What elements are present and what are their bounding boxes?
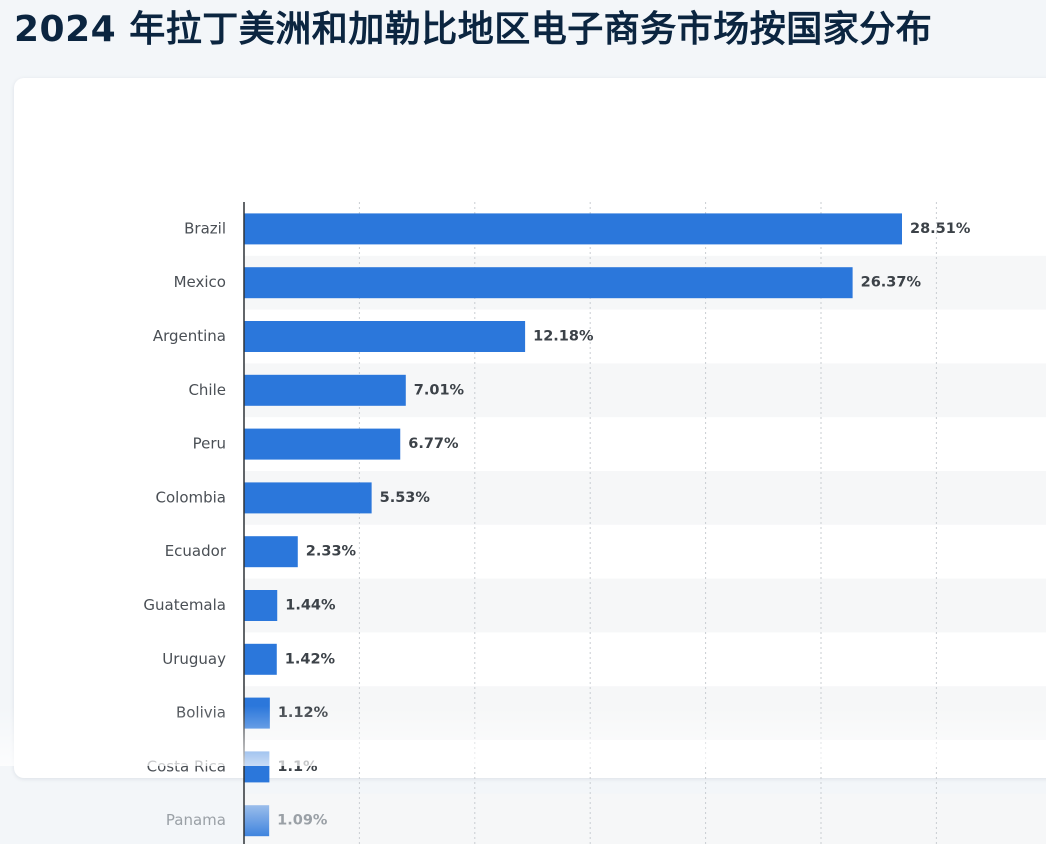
- value-label: 6.77%: [408, 436, 459, 452]
- value-label: 2.33%: [306, 544, 357, 560]
- bar-chart: Brazil Mexico Argentina Chile Peru Colombia Ec…: [143, 202, 1046, 844]
- page-title: 2024 年拉丁美洲和加勒比地区电子商务市场按国家分布: [14, 9, 933, 50]
- row-band: [244, 578, 1046, 633]
- bar-guatemala[interactable]: [244, 590, 278, 621]
- value-label: 12.18%: [533, 329, 594, 345]
- row-band: [244, 471, 1046, 525]
- value-label: 28.51%: [910, 221, 971, 237]
- value-label: 1.1%: [277, 759, 318, 775]
- category-label: Chile: [188, 381, 226, 399]
- category-label: Panama: [166, 811, 226, 829]
- bar-brazil[interactable]: [244, 213, 902, 245]
- value-label: 1.09%: [277, 813, 328, 829]
- category-label: Ecuador: [165, 542, 227, 560]
- bar-costa-rica[interactable]: [244, 751, 270, 783]
- category-label: Argentina: [153, 327, 226, 345]
- category-labels: Brazil Mexico Argentina Chile Peru Colombia Ec…: [143, 219, 226, 829]
- row-band: [244, 686, 1046, 740]
- value-label: 26.37%: [861, 275, 922, 291]
- category-label: Uruguay: [162, 650, 226, 668]
- bar-colombia[interactable]: [244, 482, 372, 514]
- category-label: Costa Rica: [147, 757, 226, 775]
- bar-mexico[interactable]: [244, 267, 853, 299]
- bars: [244, 213, 902, 837]
- bar-bolivia[interactable]: [244, 697, 270, 729]
- category-label: Colombia: [156, 488, 227, 506]
- bar-argentina[interactable]: [244, 321, 526, 352]
- value-label: 1.42%: [285, 651, 336, 667]
- category-label: Mexico: [174, 273, 226, 291]
- value-label: 1.12%: [278, 705, 329, 721]
- category-label: Brazil: [184, 219, 226, 237]
- category-label: Guatemala: [143, 596, 226, 614]
- bar-panama[interactable]: [244, 805, 270, 837]
- bar-uruguay[interactable]: [244, 643, 277, 675]
- bar-ecuador[interactable]: [244, 536, 298, 568]
- value-label: 1.44%: [285, 598, 336, 614]
- category-label: Bolivia: [176, 704, 226, 722]
- chart-card: Brazil Mexico Argentina Chile Peru Colombia Ec…: [14, 78, 1046, 844]
- value-label: 5.53%: [380, 490, 431, 506]
- row-band: [244, 793, 1046, 844]
- bar-peru[interactable]: [244, 428, 401, 460]
- value-label: 7.01%: [414, 382, 465, 398]
- bar-chile[interactable]: [244, 374, 406, 406]
- category-label: Peru: [193, 435, 226, 453]
